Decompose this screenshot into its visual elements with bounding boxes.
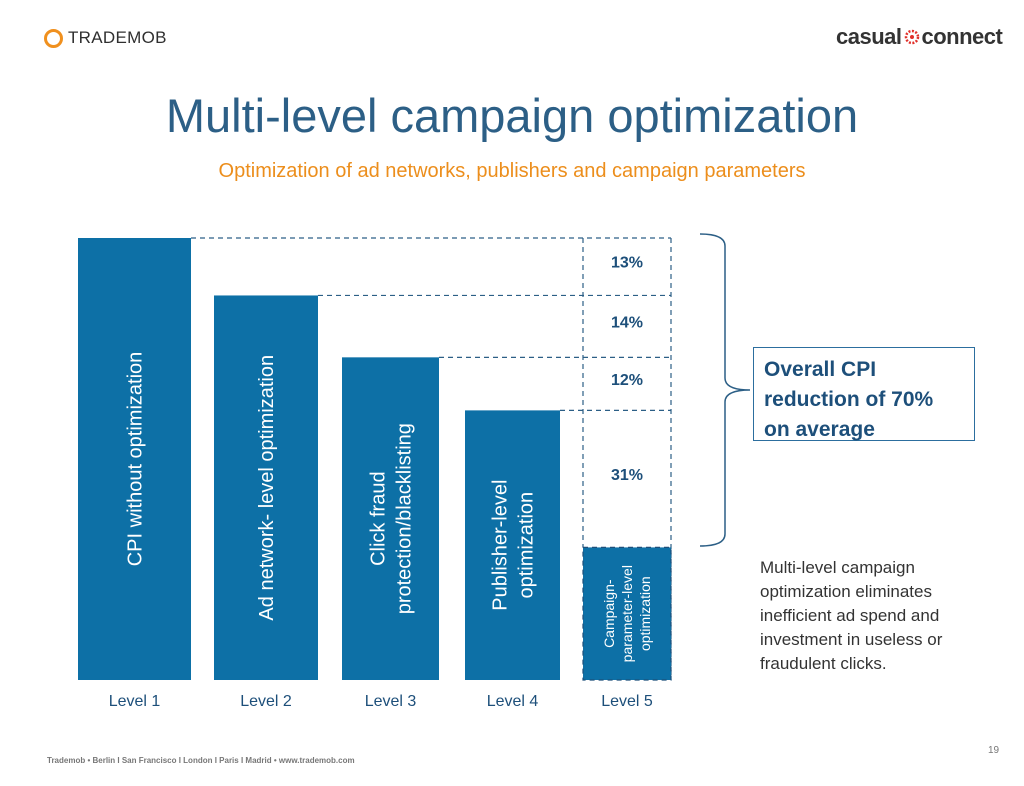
bar-label-3: Click fraud protection/blacklisting [368, 423, 416, 614]
page-title: Multi-level campaign optimization [165, 89, 859, 142]
trademob-logo-text: TRADEMOB [68, 28, 167, 47]
curly-brace [699, 233, 751, 547]
bar-label-1: CPI without optimization [125, 352, 147, 567]
reduction-label-4: 31% [611, 467, 643, 484]
category-label-4: Level 4 [487, 693, 539, 710]
page-subtitle: Optimization of ad networks, publishers … [218, 160, 806, 182]
overall-reduction-callout: Overall CPI reduction of 70% on average [753, 347, 975, 441]
bar-4 [465, 410, 560, 680]
category-label-1: Level 1 [109, 693, 161, 710]
explanation-note: Multi-level campaign optimization elimin… [760, 558, 943, 673]
casual-connect-logo: casual connect [836, 24, 1003, 50]
trademob-logo: TRADEMOB [44, 28, 167, 48]
gear-icon [904, 29, 919, 45]
casual-connect-logo-right: connect [921, 24, 1003, 49]
footer-text: Trademob • Berlin I San Francisco I Lond… [47, 756, 355, 765]
bar-label-2: Ad network- level optimization [256, 355, 278, 621]
bar-5-outline [582, 546, 672, 681]
reduction-label-1: 13% [611, 255, 643, 272]
bar-3 [342, 357, 439, 680]
reduction-label-3: 12% [611, 372, 643, 389]
category-label-2: Level 2 [240, 693, 292, 710]
bar-2 [214, 295, 318, 680]
category-label-3: Level 3 [365, 693, 417, 710]
reduction-label-2: 14% [611, 314, 643, 331]
trademob-ring-icon [44, 28, 63, 48]
bar-1 [78, 238, 191, 680]
bar-label-5: Campaign-parameter-level optimization [601, 565, 653, 662]
page-number: 19 [988, 745, 1000, 756]
bar-label-4: Publisher-level optimization [490, 480, 538, 611]
bar-5 [583, 547, 671, 680]
casual-connect-logo-left: casual [836, 24, 902, 49]
category-label-5: Level 5 [601, 693, 653, 710]
